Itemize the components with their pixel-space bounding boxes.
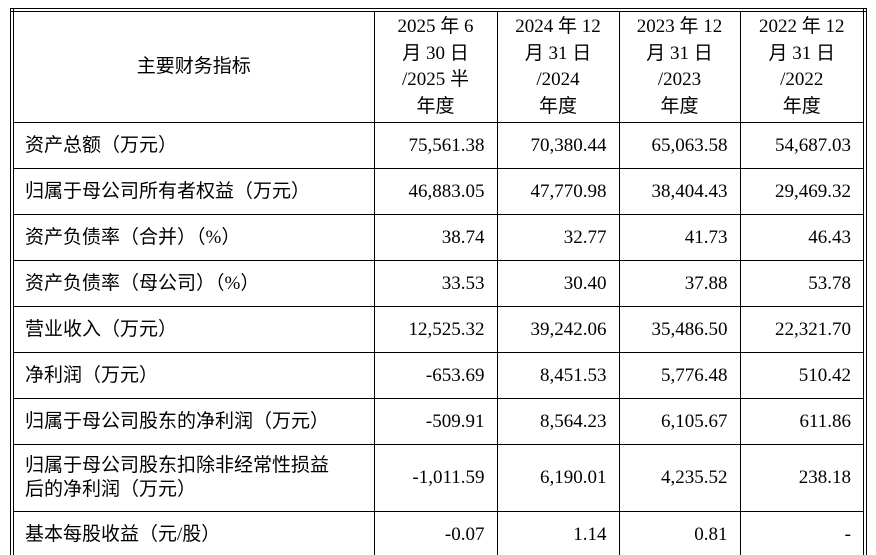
table-row-debt-ratio-parent: 资产负债率（母公司）（%） 33.53 30.40 37.88 53.78 bbox=[11, 260, 866, 308]
financial-indicators-table: 主要财务指标 2025 年 6 月 30 日 /2025 半 年度 2024 年… bbox=[10, 8, 867, 555]
value-cell: 65,063.58 bbox=[618, 122, 741, 170]
row-label: 资产负债率（母公司）（%） bbox=[11, 260, 375, 308]
row-label: 净利润（万元） bbox=[11, 352, 375, 400]
value-cell: 38.74 bbox=[373, 214, 498, 262]
header-row: 主要财务指标 2025 年 6 月 30 日 /2025 半 年度 2024 年… bbox=[11, 9, 866, 124]
value-cell: 53.78 bbox=[739, 260, 866, 308]
value-cell: 46.43 bbox=[739, 214, 866, 262]
value-cell: -0.07 bbox=[373, 511, 498, 555]
value-cell: -653.69 bbox=[373, 352, 498, 400]
table-row-parent-equity: 归属于母公司所有者权益（万元） 46,883.05 47,770.98 38,4… bbox=[11, 168, 866, 216]
value-cell: 39,242.06 bbox=[496, 306, 620, 354]
value-cell: 611.86 bbox=[739, 398, 866, 446]
value-cell: 6,105.67 bbox=[618, 398, 741, 446]
value-cell: 1.14 bbox=[496, 511, 620, 555]
table-row-basic-eps: 基本每股收益（元/股） -0.07 1.14 0.81 - bbox=[11, 511, 866, 555]
table-row-total-assets: 资产总额（万元） 75,561.38 70,380.44 65,063.58 5… bbox=[11, 122, 866, 170]
table-row-net-profit-to-parent: 归属于母公司股东的净利润（万元） -509.91 8,564.23 6,105.… bbox=[11, 398, 866, 446]
value-cell: -1,011.59 bbox=[373, 444, 498, 513]
row-label: 基本每股收益（元/股） bbox=[11, 511, 375, 555]
value-cell: 37.88 bbox=[618, 260, 741, 308]
header-period-2024: 2024 年 12 月 31 日 /2024 年度 bbox=[496, 9, 620, 124]
value-cell: 8,451.53 bbox=[496, 352, 620, 400]
row-label: 归属于母公司股东扣除非经常性损益 后的净利润（万元） bbox=[11, 444, 375, 513]
header-period-2022: 2022 年 12 月 31 日 /2022 年度 bbox=[739, 9, 866, 124]
value-cell: 70,380.44 bbox=[496, 122, 620, 170]
row-label: 资产总额（万元） bbox=[11, 122, 375, 170]
row-label: 营业收入（万元） bbox=[11, 306, 375, 354]
value-cell: 35,486.50 bbox=[618, 306, 741, 354]
row-label: 资产负债率（合并）（%） bbox=[11, 214, 375, 262]
value-cell: 47,770.98 bbox=[496, 168, 620, 216]
value-cell: 41.73 bbox=[618, 214, 741, 262]
value-cell: 12,525.32 bbox=[373, 306, 498, 354]
header-indicator-label: 主要财务指标 bbox=[11, 9, 375, 124]
table-row-net-profit-excl-nonrecurring: 归属于母公司股东扣除非经常性损益 后的净利润（万元） -1,011.59 6,1… bbox=[11, 444, 866, 513]
value-cell: 8,564.23 bbox=[496, 398, 620, 446]
value-cell: 75,561.38 bbox=[373, 122, 498, 170]
value-cell: 238.18 bbox=[739, 444, 866, 513]
table-row-debt-ratio-consolidated: 资产负债率（合并）（%） 38.74 32.77 41.73 46.43 bbox=[11, 214, 866, 262]
value-cell: - bbox=[739, 511, 866, 555]
value-cell: 510.42 bbox=[739, 352, 866, 400]
value-cell: 5,776.48 bbox=[618, 352, 741, 400]
value-cell: 4,235.52 bbox=[618, 444, 741, 513]
value-cell: 38,404.43 bbox=[618, 168, 741, 216]
value-cell: 46,883.05 bbox=[373, 168, 498, 216]
value-cell: 30.40 bbox=[496, 260, 620, 308]
value-cell: 32.77 bbox=[496, 214, 620, 262]
row-label: 归属于母公司所有者权益（万元） bbox=[11, 168, 375, 216]
value-cell: 54,687.03 bbox=[739, 122, 866, 170]
value-cell: -509.91 bbox=[373, 398, 498, 446]
header-period-2025-h1: 2025 年 6 月 30 日 /2025 半 年度 bbox=[373, 9, 498, 124]
row-label: 归属于母公司股东的净利润（万元） bbox=[11, 398, 375, 446]
value-cell: 33.53 bbox=[373, 260, 498, 308]
value-cell: 0.81 bbox=[618, 511, 741, 555]
table-row-net-profit: 净利润（万元） -653.69 8,451.53 5,776.48 510.42 bbox=[11, 352, 866, 400]
table-row-operating-revenue: 营业收入（万元） 12,525.32 39,242.06 35,486.50 2… bbox=[11, 306, 866, 354]
value-cell: 29,469.32 bbox=[739, 168, 866, 216]
value-cell: 22,321.70 bbox=[739, 306, 866, 354]
header-period-2023: 2023 年 12 月 31 日 /2023 年度 bbox=[618, 9, 741, 124]
value-cell: 6,190.01 bbox=[496, 444, 620, 513]
